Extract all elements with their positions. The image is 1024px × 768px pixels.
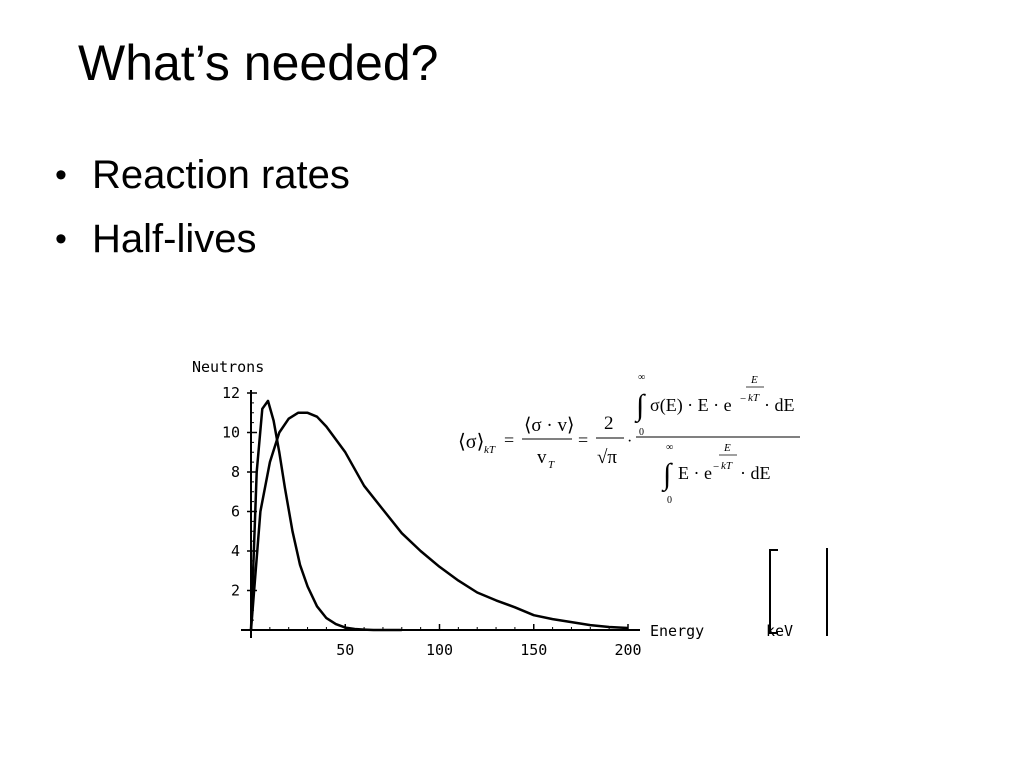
y-tick-label: 4 xyxy=(231,542,240,560)
y-axis-label: Neutrons xyxy=(192,358,264,376)
numerator-exp-minus: − xyxy=(740,393,746,405)
y-tick-label: 12 xyxy=(222,384,240,402)
formula-lhs-subscript: kT xyxy=(484,444,496,456)
formula-equals-2: = xyxy=(578,430,588,450)
y-tick-label: 6 xyxy=(231,503,240,521)
numerator-integral-sign: ∫ xyxy=(634,389,646,424)
y-tick-label: 10 xyxy=(222,424,240,442)
formula-mid-numerator: ⟨σ · v⟩ xyxy=(524,415,574,436)
formula-equals-1: = xyxy=(504,430,514,450)
bullet-item-reaction-rates: • Reaction rates xyxy=(55,155,350,219)
numerator-exp-denominator: kT xyxy=(748,392,760,404)
bullet-text: Reaction rates xyxy=(92,153,350,197)
denominator-integral-upper: ∞ xyxy=(666,442,673,453)
denominator-differential: · dE xyxy=(740,463,771,483)
bullet-item-half-lives: • Half-lives xyxy=(55,219,350,283)
formula-lhs: ⟨σ⟩ xyxy=(458,431,484,453)
formula-dot: · xyxy=(627,433,632,450)
series-line-2 xyxy=(249,411,629,631)
bullet-list: • Reaction rates • Half-lives xyxy=(55,155,350,283)
denominator-integral-lower: 0 xyxy=(667,495,672,506)
left-bracket-shape xyxy=(769,549,778,634)
denominator-integral-sign: ∫ xyxy=(661,458,673,493)
maxwellian-average-formula: ⟨σ⟩ kT = ⟨σ · v⟩ v T = 2 √π · ∞ ∫ 0 σ(E)… xyxy=(458,372,800,506)
bullet-dot: • xyxy=(55,156,67,194)
formula-mid-denominator-sub: T xyxy=(548,459,555,471)
series-line-1 xyxy=(249,399,402,632)
x-tick-label: 50 xyxy=(336,641,354,659)
slide-title: What’s needed? xyxy=(78,35,439,91)
y-tick-label: 2 xyxy=(231,582,240,600)
chart-series xyxy=(249,399,629,632)
denominator-exp-minus: − xyxy=(713,461,719,473)
y-tick-label: 8 xyxy=(231,463,240,481)
numerator-differential: · dE xyxy=(764,395,795,415)
numerator-exp-numerator: E xyxy=(750,374,758,386)
bullet-text: Half-lives xyxy=(92,217,257,261)
x-axis-unit: keV xyxy=(766,622,793,640)
x-tick-label: 150 xyxy=(520,641,547,659)
formula-mid-denominator: v xyxy=(537,447,547,468)
denominator-integrand: E · e xyxy=(678,463,712,483)
numerator-integrand: σ(E) · E · e xyxy=(650,395,732,416)
chart-ticks: 50 100 150 200 2 4 6 8 10 12 xyxy=(222,384,642,659)
x-tick-label: 100 xyxy=(426,641,453,659)
x-tick-label: 200 xyxy=(614,641,641,659)
denominator-exp-numerator: E xyxy=(723,442,731,454)
numerator-integral-upper: ∞ xyxy=(638,372,645,383)
formula-coef-numerator: 2 xyxy=(604,413,614,434)
bullet-dot: • xyxy=(55,220,67,258)
chart-axes xyxy=(241,390,640,638)
x-axis-label: Energy xyxy=(650,622,704,640)
denominator-exp-denominator: kT xyxy=(721,460,733,472)
numerator-integral-lower: 0 xyxy=(639,427,644,438)
formula-coef-denominator: √π xyxy=(597,447,617,468)
